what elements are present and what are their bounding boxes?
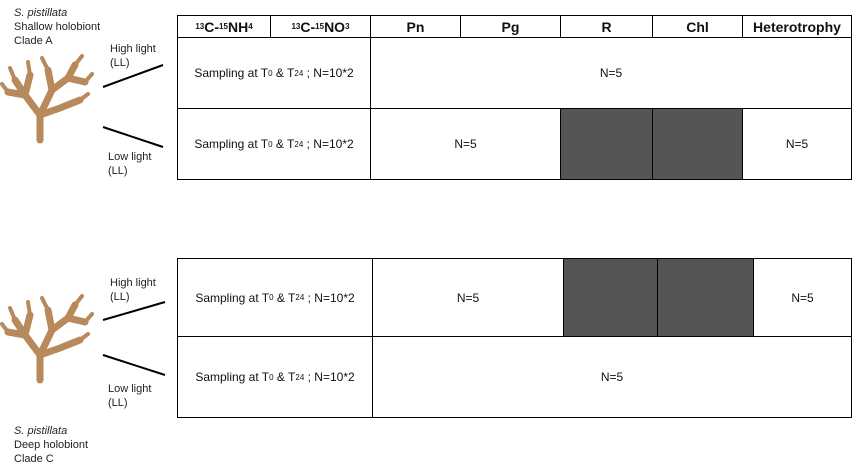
header-cell: Pg bbox=[460, 15, 561, 38]
text: Sampling at T bbox=[195, 290, 270, 305]
holobiont: Shallow holobiont bbox=[14, 21, 101, 33]
text: & T bbox=[272, 66, 295, 80]
label: S. pistillata Deep holobiont Clade C bbox=[14, 424, 88, 466]
subscript: 0 bbox=[269, 293, 274, 302]
text: ; N=10*2 bbox=[304, 370, 355, 384]
coral-top bbox=[0, 54, 94, 144]
cell: N=5 bbox=[372, 336, 852, 418]
holobiont: Deep holobiont bbox=[14, 439, 89, 451]
cell: N=5 bbox=[370, 37, 852, 109]
species: S. pistillata bbox=[14, 425, 68, 437]
connector bbox=[102, 354, 166, 376]
cell: N=5 bbox=[753, 258, 852, 337]
subscript: 24 bbox=[295, 293, 305, 302]
header-cell: R bbox=[560, 15, 653, 38]
shaded-cell bbox=[652, 108, 743, 180]
connector bbox=[102, 126, 164, 148]
cell: N=5 bbox=[742, 108, 852, 180]
isotope: 13 bbox=[291, 22, 301, 31]
light: High light bbox=[110, 277, 156, 289]
text: & T bbox=[273, 370, 296, 384]
isotope: 15 bbox=[219, 22, 228, 31]
subscript: 24 bbox=[294, 68, 304, 78]
subscript: 0 bbox=[268, 68, 273, 78]
header-cell: Pn bbox=[370, 15, 461, 38]
subscript: 24 bbox=[294, 139, 304, 149]
isotope: 13 bbox=[195, 22, 205, 31]
text: Sampling at T bbox=[194, 137, 269, 151]
label: Low light (LL) bbox=[108, 150, 151, 178]
species: S. pistillata bbox=[14, 7, 68, 19]
clade: Clade C bbox=[14, 453, 54, 465]
element: NH bbox=[227, 18, 249, 35]
subscript: 4 bbox=[248, 22, 253, 31]
subscript: 24 bbox=[295, 372, 305, 382]
text: ; N=10*2 bbox=[303, 66, 354, 80]
shaded-cell bbox=[563, 258, 658, 337]
label: High light (LL) bbox=[110, 42, 156, 70]
light: Low light bbox=[108, 383, 152, 395]
label: S. pistillata Shallow holobiont Clade A bbox=[14, 6, 100, 48]
text: ; N=10*2 bbox=[303, 137, 354, 151]
subscript: 3 bbox=[345, 22, 350, 31]
text: ; N=10*2 bbox=[304, 290, 355, 305]
light: (LL) bbox=[110, 57, 130, 69]
label: Low light (LL) bbox=[108, 382, 151, 410]
light: (LL) bbox=[108, 397, 128, 409]
label: High light (LL) bbox=[110, 276, 156, 304]
cell: N=5 bbox=[372, 258, 564, 337]
light: Low light bbox=[108, 151, 152, 163]
text: & T bbox=[273, 290, 296, 305]
connector bbox=[102, 64, 164, 88]
header-cell: 13 C- 15 NO 3 bbox=[270, 15, 371, 38]
light: (LL) bbox=[108, 165, 128, 177]
light: (LL) bbox=[110, 291, 130, 303]
subscript: 0 bbox=[269, 372, 274, 382]
text: Sampling at T bbox=[194, 66, 269, 80]
light: High light bbox=[110, 43, 156, 55]
coral-bottom bbox=[0, 294, 94, 384]
shaded-cell bbox=[657, 258, 754, 337]
shaded-cell bbox=[560, 108, 653, 180]
isotope: 15 bbox=[315, 22, 325, 31]
cell: N=5 bbox=[370, 108, 561, 180]
text: & T bbox=[272, 137, 295, 151]
connector bbox=[102, 301, 166, 321]
element: NO bbox=[324, 18, 346, 35]
header-cell: Chl bbox=[652, 15, 743, 38]
subscript: 0 bbox=[268, 139, 273, 149]
clade: Clade A bbox=[14, 35, 53, 47]
element: C- bbox=[300, 18, 316, 35]
header-cell: Heterotrophy bbox=[742, 15, 852, 38]
header-cell: 13 C- 15 NH 4 bbox=[177, 15, 271, 38]
text: Sampling at T bbox=[195, 370, 270, 384]
element: C- bbox=[204, 18, 220, 35]
